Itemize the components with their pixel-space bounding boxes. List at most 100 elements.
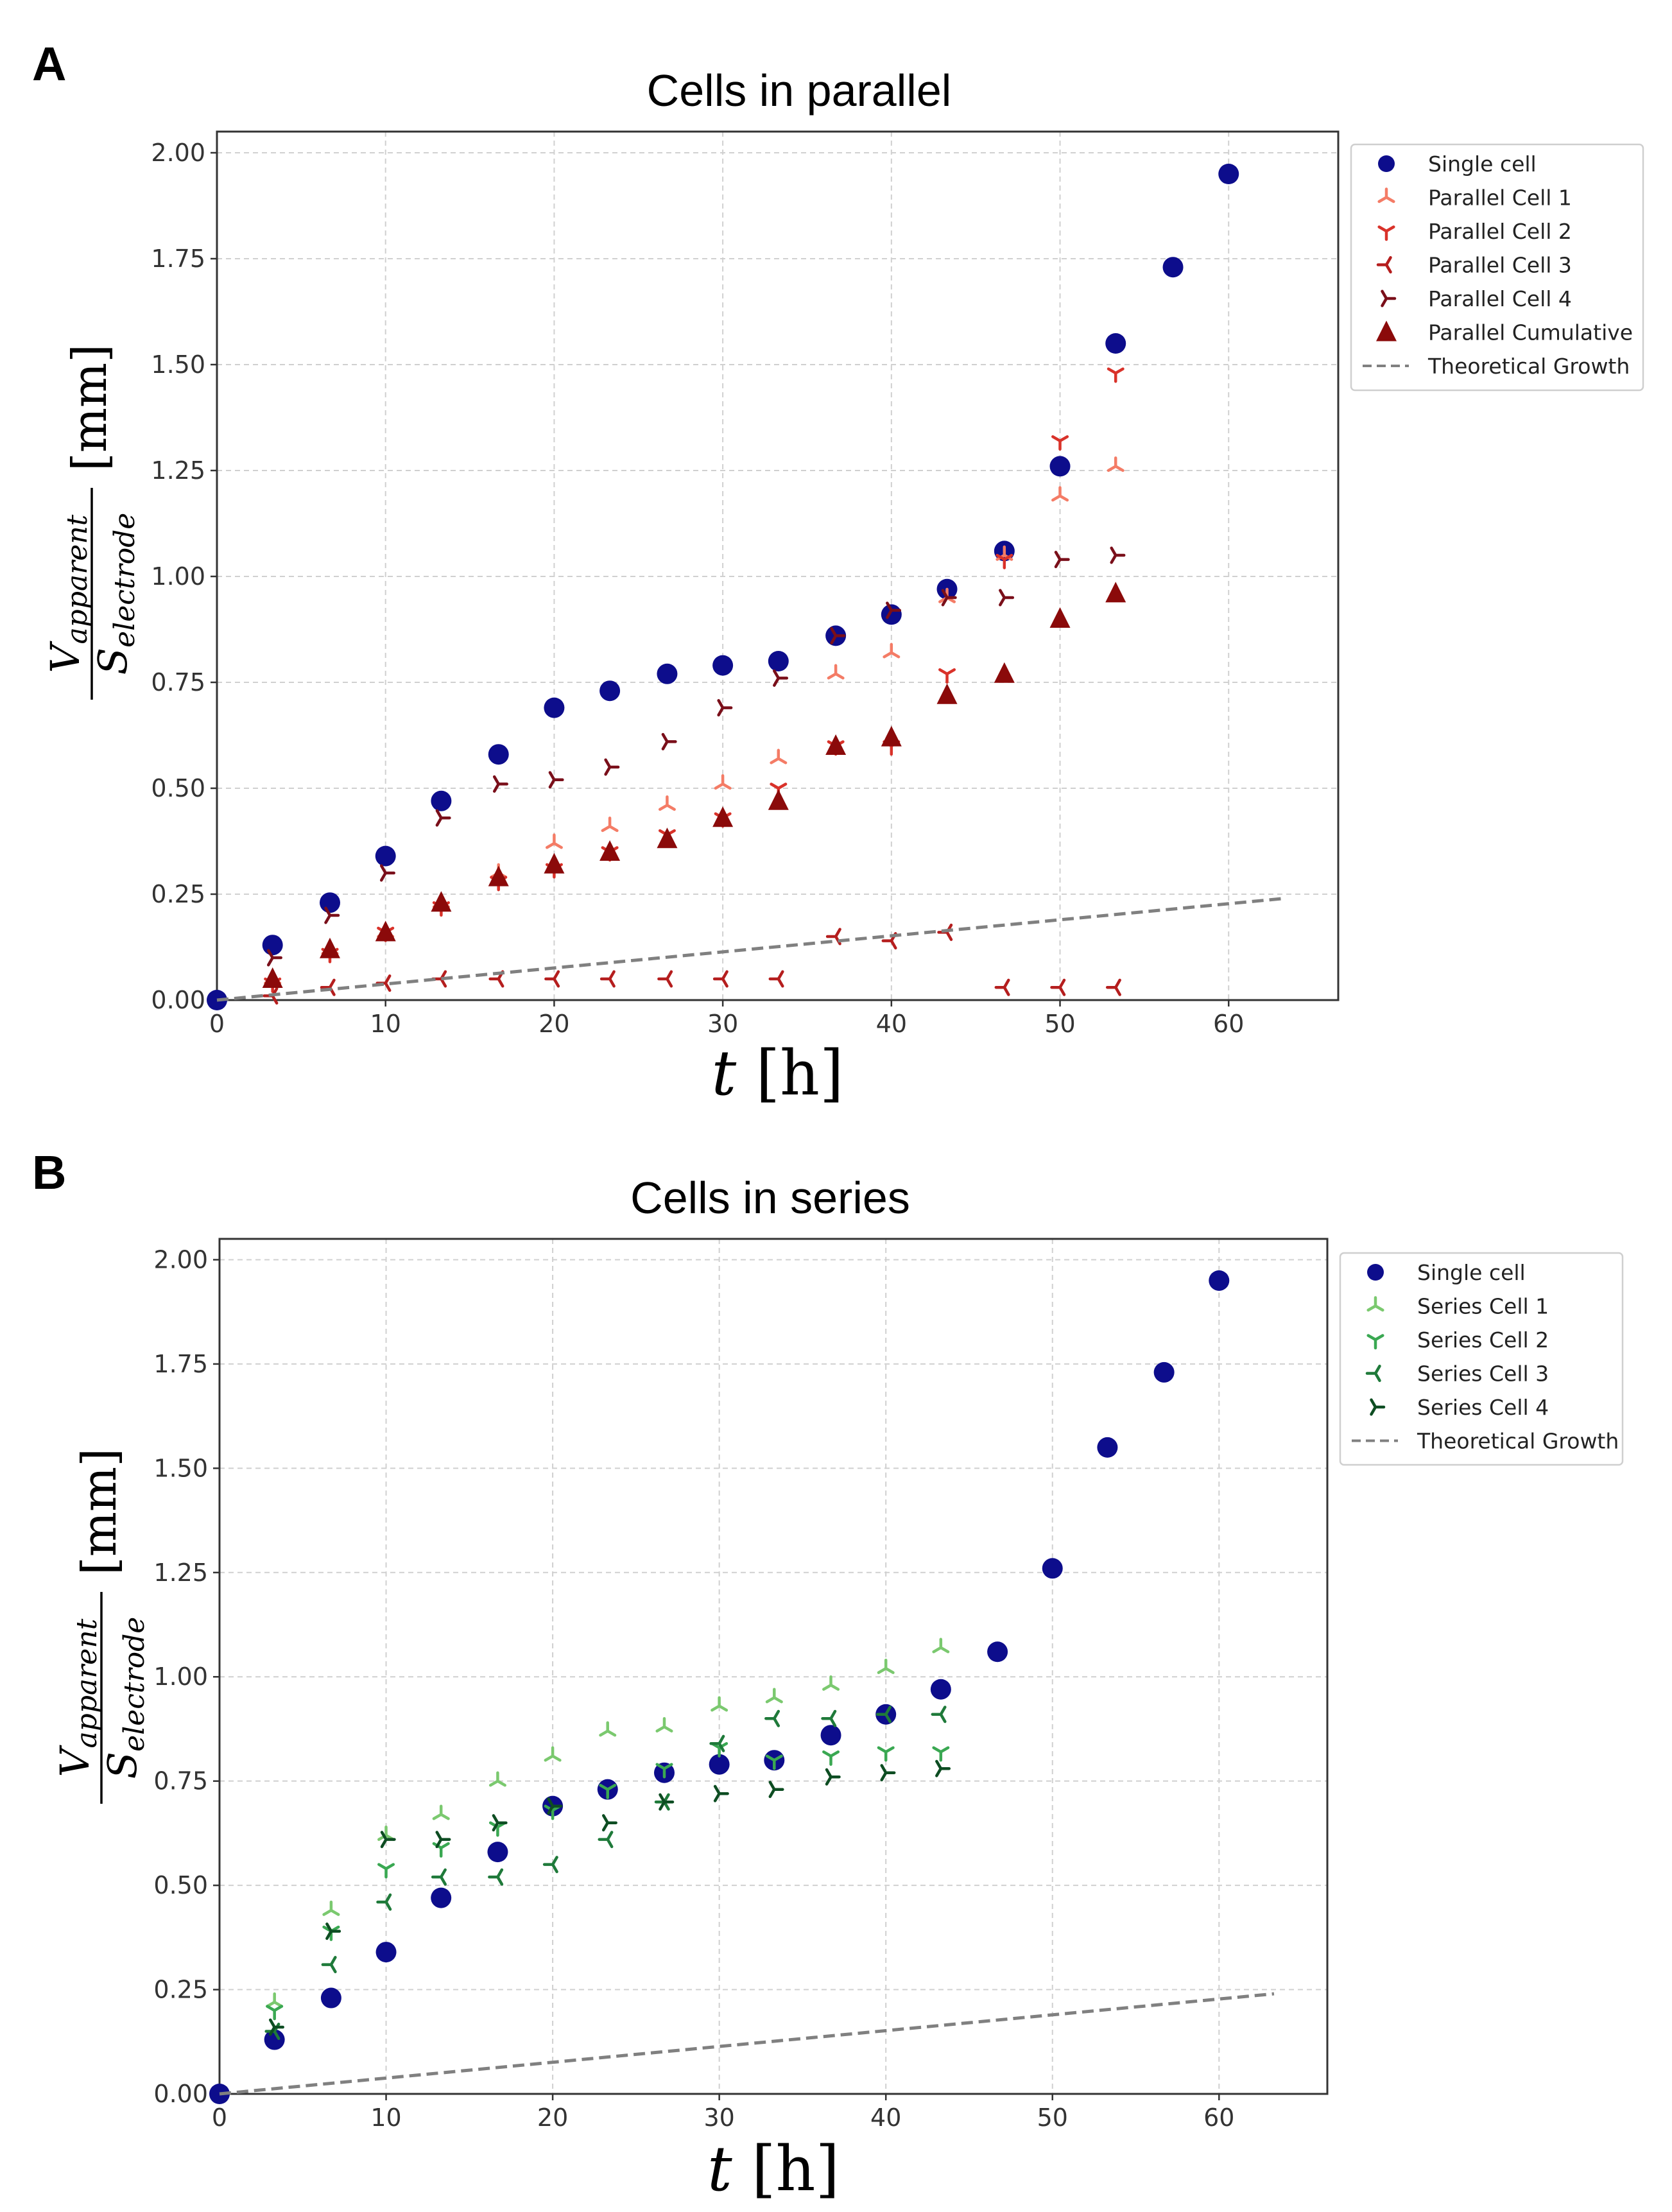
data-point (764, 1709, 780, 1727)
data-point (661, 732, 677, 750)
chart-title: Cells in series (630, 1173, 910, 1223)
data-point (545, 833, 563, 849)
y-tick-label: 1.75 (153, 1350, 208, 1378)
y-label-numerator: Vapparent (51, 1618, 103, 1777)
x-tick-label: 20 (537, 2104, 568, 2132)
data-point (544, 697, 565, 718)
y-tick-label: 1.75 (151, 245, 205, 273)
y-tick-label: 0.00 (151, 986, 205, 1014)
data-point (655, 1763, 673, 1779)
data-point (320, 1987, 341, 2009)
y-tick-label: 2.00 (153, 1245, 208, 1274)
series-single-cell (207, 164, 1239, 1010)
series-theoretical-growth (219, 1992, 1275, 2096)
data-point (830, 626, 846, 644)
series-parallel-cumulative (262, 582, 1126, 988)
series-parallel-cell-2 (264, 367, 1125, 993)
legend-marker (1367, 1264, 1384, 1281)
legend-label: Series Cell 3 (1417, 1361, 1549, 1387)
legend-marker (1376, 320, 1397, 341)
x-axis-var: t (712, 1037, 737, 1109)
legend-box (1339, 1252, 1624, 1466)
y-tick-label: 1.00 (153, 1663, 208, 1691)
x-tick-label: 40 (870, 2104, 901, 2132)
data-point (488, 744, 509, 765)
y-label-unit: [mm] (72, 1448, 127, 1575)
panel-a: A Cells in parallel 0 10 20 30 40 50 60 0.00 0.25 0… (32, 37, 1644, 1109)
data-point (487, 1842, 508, 1863)
legend-label: Parallel Cell 1 (1428, 186, 1572, 211)
data-point (712, 655, 734, 676)
data-point (492, 775, 508, 793)
panel-letter: A (32, 37, 66, 91)
legend-marker (1381, 289, 1397, 307)
data-point (1162, 257, 1184, 278)
legend-label: Series Cell 2 (1417, 1327, 1549, 1352)
data-point (1097, 1437, 1118, 1458)
data-point (717, 699, 733, 717)
data-point (883, 643, 901, 659)
data-point (825, 1768, 841, 1786)
legend-marker (1366, 1296, 1384, 1312)
x-tick-label: 40 (876, 1010, 907, 1038)
data-point (930, 1679, 951, 1700)
data-point (827, 664, 845, 680)
legend-label: Series Cell 1 (1417, 1294, 1549, 1319)
legend-marker (1366, 1334, 1384, 1350)
data-point (544, 852, 565, 874)
data-point (488, 1868, 504, 1886)
data-point (547, 1797, 563, 1815)
data-point (376, 1893, 392, 1911)
data-point (375, 1942, 397, 1963)
y-tick-label: 1.25 (151, 456, 205, 485)
x-tick-label: 0 (212, 2104, 227, 2132)
legend: Single cell Series Cell 1 Series Cell 2 Ser… (1339, 1252, 1624, 1466)
data-point (709, 1754, 730, 1775)
data-point (821, 1709, 837, 1727)
legend-label: Parallel Cell 3 (1428, 253, 1572, 278)
data-point (325, 1923, 341, 1940)
data-point (936, 683, 958, 704)
data-point (1049, 607, 1071, 628)
data-point (1218, 164, 1239, 184)
chart-title: Cells in parallel (647, 65, 952, 116)
y-label-denominator: Selectrode (89, 513, 141, 675)
data-point (321, 1956, 337, 1974)
data-point (375, 845, 396, 867)
data-point (599, 970, 616, 988)
y-tick-label: 1.50 (151, 350, 205, 379)
data-point (1110, 546, 1126, 564)
data-point (768, 651, 789, 671)
data-point (994, 978, 1010, 996)
legend-marker (1370, 1398, 1386, 1416)
data-point (768, 1781, 784, 1799)
data-point (435, 1831, 451, 1849)
data-point (770, 748, 788, 765)
data-point (268, 2018, 284, 2036)
data-point (880, 1764, 896, 1782)
x-tick-label: 10 (370, 1010, 401, 1038)
y-tick-label: 1.50 (153, 1454, 208, 1482)
data-point (320, 978, 336, 996)
legend-label: Parallel Cumulative (1428, 320, 1633, 345)
data-point (320, 937, 341, 958)
y-tick-label: 0.00 (153, 2080, 208, 2108)
series-theoretical-growth (216, 897, 1285, 1002)
data-point (999, 589, 1015, 607)
data-point (379, 864, 395, 882)
data-point (322, 1900, 340, 1916)
legend-marker (1376, 255, 1392, 274)
legend: Single cell Parallel Cell 1 Parallel Cell … (1350, 143, 1644, 392)
data-point (1107, 367, 1125, 383)
data-point (711, 1696, 728, 1712)
data-point (431, 891, 452, 912)
legend-marker (1377, 225, 1395, 241)
data-point (765, 1754, 783, 1770)
legend-marker (1377, 187, 1395, 203)
theoretical-growth-line (219, 1992, 1275, 2096)
y-tick-label: 0.50 (153, 1871, 208, 1899)
data-point (599, 1721, 617, 1737)
data-point (431, 1868, 447, 1886)
series-series-cell-3 (264, 1706, 947, 2041)
